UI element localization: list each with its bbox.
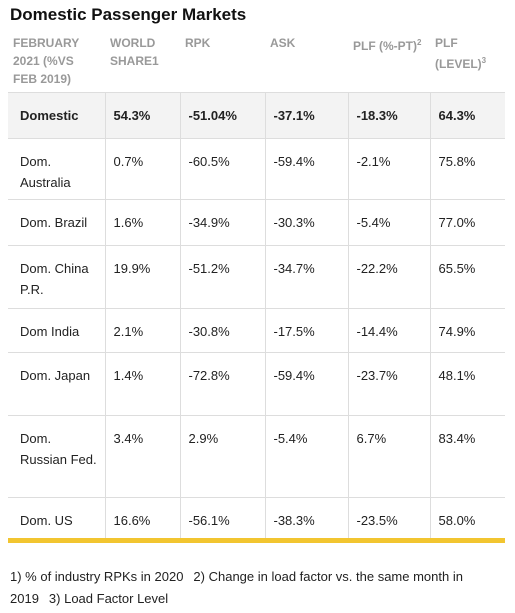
value-cell: -59.4% xyxy=(264,138,348,200)
footnote: 2) Change in load factor vs. the same mo… xyxy=(10,569,463,606)
value-cell: 48.1% xyxy=(429,352,505,416)
table-row: Dom. Japan 1.4% -72.8% -59.4% -23.7% 48.1% xyxy=(8,352,505,416)
table-row: Dom India 2.1% -30.8% -17.5% -14.4% 74.9% xyxy=(8,308,505,353)
value-cell: -59.4% xyxy=(264,352,348,416)
value-cell: 64.3% xyxy=(429,92,505,139)
value-cell: 1.6% xyxy=(104,199,180,246)
market-cell: Dom. China P.R. xyxy=(8,245,105,309)
value-cell: 65.5% xyxy=(429,245,505,309)
value-cell: -5.4% xyxy=(347,199,430,246)
market-cell: Dom. US xyxy=(8,497,105,543)
header-text: PLF (%-PT) xyxy=(353,39,417,53)
value-cell: 2.1% xyxy=(104,308,180,353)
table-row: Dom. Russian Fed. 3.4% 2.9% -5.4% 6.7% 83.4% xyxy=(8,415,505,498)
value-cell: -17.5% xyxy=(264,308,348,353)
value-cell: -30.8% xyxy=(179,308,265,353)
value-cell: 83.4% xyxy=(429,415,505,498)
value-cell: -30.3% xyxy=(264,199,348,246)
value-cell: -60.5% xyxy=(179,138,265,200)
header-text: WORLD SHARE1 xyxy=(110,36,159,68)
value-cell: 19.9% xyxy=(104,245,180,309)
header-sup: 3 xyxy=(481,56,487,65)
value-cell: 6.7% xyxy=(347,415,430,498)
market-cell: Dom. Japan xyxy=(8,352,105,416)
market-cell: Dom. Australia xyxy=(8,138,105,200)
value-cell: 16.6% xyxy=(104,497,180,543)
header-text: FEBRUARY 2021 (%VS FEB 2019) xyxy=(13,36,80,86)
value-cell: -34.7% xyxy=(264,245,348,309)
value-cell: -22.2% xyxy=(347,245,430,309)
header-text: ASK xyxy=(270,36,296,50)
value-cell: -56.1% xyxy=(179,497,265,543)
table-row: Dom. Australia 0.7% -60.5% -59.4% -2.1% 75.8% xyxy=(8,138,505,200)
header-cell: ASK xyxy=(265,30,348,93)
value-cell: 58.0% xyxy=(429,497,505,543)
header-text: RPK xyxy=(185,36,211,50)
value-cell: 1.4% xyxy=(104,352,180,416)
header-cell: FEBRUARY 2021 (%VS FEB 2019) xyxy=(8,30,105,93)
table-row: Dom. China P.R. 19.9% -51.2% -34.7% -22.2% 65… xyxy=(8,245,505,309)
header-cell: PLF (%-PT)2 xyxy=(348,30,430,93)
value-cell: -23.5% xyxy=(347,497,430,543)
value-cell: 54.3% xyxy=(104,92,180,139)
table-row: Dom. US 16.6% -56.1% -38.3% -23.5% 58.0% xyxy=(8,497,505,543)
value-cell: 75.8% xyxy=(429,138,505,200)
table-body: Domestic 54.3% -51.04% -37.1% -18.3% 64.3% Dom… xyxy=(8,92,505,543)
value-cell: 74.9% xyxy=(429,308,505,353)
value-cell: -18.3% xyxy=(347,92,430,139)
table-row: Domestic 54.3% -51.04% -37.1% -18.3% 64.3% xyxy=(8,92,505,139)
value-cell: 3.4% xyxy=(104,415,180,498)
title: Domestic Passenger Markets xyxy=(10,5,247,24)
value-cell: -14.4% xyxy=(347,308,430,353)
value-cell: -38.3% xyxy=(264,497,348,543)
markets-table: FEBRUARY 2021 (%VS FEB 2019) WORLD SHARE1… xyxy=(8,30,505,543)
footnote: 3) Load Factor Level xyxy=(48,591,169,606)
header-sup: 2 xyxy=(417,38,422,47)
accent-bar xyxy=(8,538,505,543)
value-cell: -5.4% xyxy=(264,415,348,498)
value-cell: -34.9% xyxy=(179,199,265,246)
header-cell: PLF (LEVEL)3 xyxy=(430,30,505,93)
header-text: PLF (LEVEL) xyxy=(435,36,482,71)
market-cell: Dom. Russian Fed. xyxy=(8,415,105,498)
value-cell: -51.04% xyxy=(179,92,265,139)
value-cell: -23.7% xyxy=(347,352,430,416)
value-cell: 0.7% xyxy=(104,138,180,200)
value-cell: 2.9% xyxy=(179,415,265,498)
table-row: Dom. Brazil 1.6% -34.9% -30.3% -5.4% 77.0% xyxy=(8,199,505,246)
value-cell: -72.8% xyxy=(179,352,265,416)
value-cell: -37.1% xyxy=(264,92,348,139)
header-cell: RPK xyxy=(180,30,265,93)
value-cell: 77.0% xyxy=(429,199,505,246)
market-cell: Dom India xyxy=(8,308,105,353)
market-cell: Domestic xyxy=(8,92,105,139)
header-row: FEBRUARY 2021 (%VS FEB 2019) WORLD SHARE1… xyxy=(8,30,505,93)
market-cell: Dom. Brazil xyxy=(8,199,105,246)
value-cell: -2.1% xyxy=(347,138,430,200)
header-cell: WORLD SHARE1 xyxy=(105,30,180,93)
footnotes: 1) % of industry RPKs in 2020 2) Change i… xyxy=(10,566,510,610)
value-cell: -51.2% xyxy=(179,245,265,309)
footnote: 1) % of industry RPKs in 2020 xyxy=(10,569,184,584)
